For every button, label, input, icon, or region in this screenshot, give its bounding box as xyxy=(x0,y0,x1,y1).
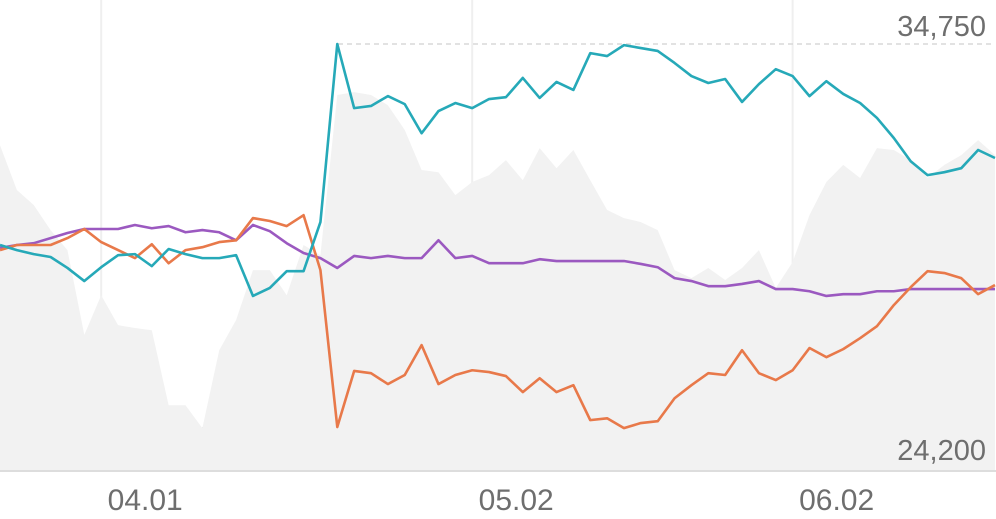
area xyxy=(0,92,995,470)
line xyxy=(0,213,996,430)
y-tick-label: 24,200 xyxy=(897,435,986,467)
line xyxy=(0,42,996,298)
x-tick-label: 05.02 xyxy=(479,484,554,517)
x-tick-label: 06.02 xyxy=(799,484,874,517)
marks-layer xyxy=(0,42,996,470)
y-tick-label: 34,750 xyxy=(897,11,986,43)
line xyxy=(0,223,995,298)
x-tick-label: 04.01 xyxy=(108,484,183,517)
